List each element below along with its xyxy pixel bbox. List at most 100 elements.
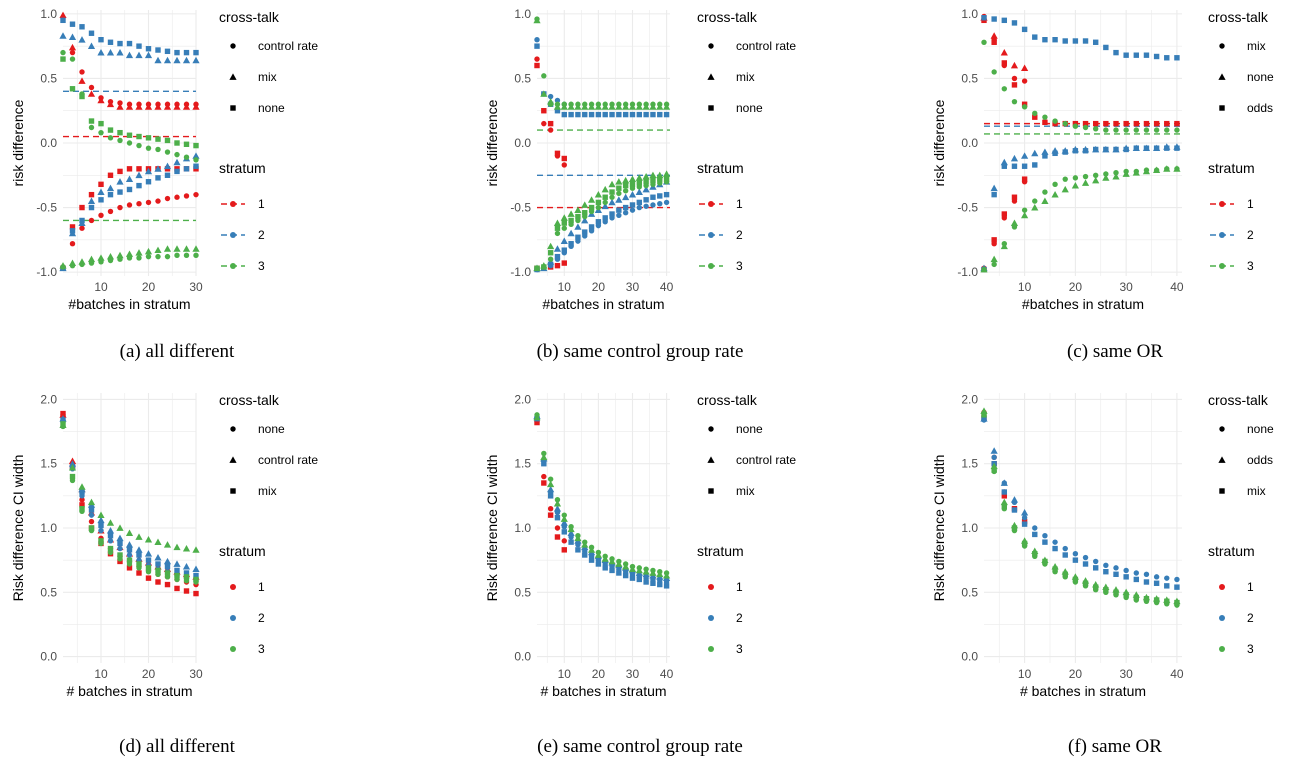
x-tick-label: 10 <box>94 667 108 681</box>
data-point-stratum-3-triangle <box>574 534 582 542</box>
data-point-stratum-2-triangle <box>1021 152 1029 159</box>
data-point-stratum-1-circle <box>554 525 561 531</box>
y-tick-label: -0.5 <box>36 201 57 215</box>
x-axis-title: #batches in stratum <box>68 296 190 312</box>
data-point-stratum-3-triangle <box>574 206 582 214</box>
data-point-stratum-1-square <box>79 204 85 211</box>
y-tick-label: 1.5 <box>514 457 531 471</box>
data-point-stratum-3-triangle <box>594 551 602 558</box>
data-point-stratum-3-circle <box>1052 118 1058 124</box>
data-point-stratum-2-square <box>650 194 656 200</box>
y-tick-label: 0.0 <box>961 650 978 664</box>
legend-key-stratum-3 <box>1219 263 1225 269</box>
data-point-stratum-3-square <box>561 220 567 226</box>
data-point-stratum-3-triangle <box>628 175 637 183</box>
data-point-stratum-2-square <box>1153 580 1160 586</box>
data-point-stratum-3-triangle <box>567 103 575 110</box>
gridlines <box>537 393 670 663</box>
data-point-stratum-1-square <box>534 62 540 69</box>
data-point-stratum-3-triangle <box>1173 165 1181 172</box>
data-point-stratum-1-circle <box>547 506 554 512</box>
x-tick-label: 10 <box>1018 280 1032 294</box>
data-point-stratum-2-square <box>1052 545 1058 552</box>
x-axis-title: #batches in stratum <box>542 296 664 312</box>
panel-caption: (a) all different <box>120 341 235 362</box>
data-point-stratum-1-circle <box>561 162 567 168</box>
data-point-stratum-2-triangle <box>125 541 134 548</box>
legend-key-stratum-2 <box>230 615 236 621</box>
data-point-stratum-2-square <box>136 552 142 558</box>
data-point-stratum-2-square <box>69 21 76 27</box>
legend-key-stratum-1 <box>230 201 236 207</box>
x-tick-label: 30 <box>189 667 203 681</box>
data-point-stratum-1-square <box>1011 194 1018 200</box>
data-point-stratum-3-circle <box>541 73 547 79</box>
data-point-stratum-3-square <box>193 576 199 583</box>
data-point-stratum-2-triangle <box>106 184 115 192</box>
data-point-stratum-1-triangle <box>116 103 124 110</box>
x-tick-label: 30 <box>1119 667 1133 681</box>
data-point-stratum-2-square <box>629 575 636 581</box>
legend-key-square <box>1219 105 1225 111</box>
data-point-stratum-3-circle <box>622 188 629 194</box>
data-point-stratum-2-square <box>164 563 171 570</box>
legend-title-stratum: stratum <box>697 160 744 176</box>
data-point-stratum-3-triangle <box>662 103 671 110</box>
legend-label-cross-talk: control rate <box>258 39 318 53</box>
data-point-stratum-2-square <box>1143 52 1150 58</box>
data-point-stratum-2-square <box>145 46 152 52</box>
data-point-stratum-2-triangle <box>163 162 172 170</box>
data-point-stratum-3-square <box>183 141 190 147</box>
legend-key-circle <box>230 43 236 49</box>
data-point-stratum-1-circle <box>541 473 547 480</box>
x-tick-label: 20 <box>592 667 606 681</box>
data-point-stratum-2-square <box>88 30 95 36</box>
data-point-stratum-3-triangle <box>533 413 541 421</box>
data-point-stratum-2-circle <box>602 219 608 225</box>
x-tick-label: 10 <box>558 667 572 681</box>
data-point-stratum-2-square <box>622 204 629 211</box>
legend-key-stratum-3 <box>708 646 714 652</box>
data-point-stratum-3-circle <box>1001 86 1008 92</box>
data-point-stratum-3-circle <box>663 179 670 185</box>
data-point-stratum-3-triangle <box>1010 219 1019 226</box>
data-point-stratum-3-circle <box>1032 198 1038 204</box>
data-point-stratum-1-square <box>1001 211 1008 217</box>
data-point-stratum-1-square <box>126 166 133 172</box>
data-point-stratum-3-triangle <box>553 219 562 226</box>
data-point-stratum-1-circle <box>561 538 567 544</box>
data-point-stratum-1-triangle <box>990 32 998 39</box>
data-point-stratum-2-square <box>616 570 622 576</box>
data-point-stratum-3-circle <box>1082 124 1089 131</box>
data-point-stratum-2-triangle <box>135 51 143 59</box>
data-point-stratum-3-triangle <box>116 524 124 531</box>
data-point-stratum-2-square <box>663 111 670 118</box>
data-point-stratum-1-circle <box>1021 78 1028 84</box>
data-point-stratum-3-square <box>588 204 595 211</box>
data-point-stratum-1-circle <box>183 193 190 199</box>
data-point-stratum-3-circle <box>107 257 114 264</box>
points <box>533 412 671 589</box>
data-point-stratum-2-square <box>174 168 180 175</box>
data-point-stratum-2-square <box>183 49 190 56</box>
data-point-stratum-3-square <box>79 506 85 512</box>
data-point-stratum-3-square <box>575 213 581 220</box>
data-point-stratum-2-circle <box>575 238 581 244</box>
data-point-stratum-2-square <box>107 533 114 539</box>
data-point-stratum-3-circle <box>616 190 622 197</box>
data-point-stratum-3-circle <box>1092 126 1099 132</box>
data-point-stratum-1-circle <box>69 49 76 56</box>
data-point-stratum-2-square <box>126 186 133 193</box>
data-point-stratum-2-triangle <box>59 32 67 39</box>
data-point-stratum-3-square <box>1011 525 1018 531</box>
data-point-stratum-3-triangle <box>628 565 637 573</box>
data-point-stratum-2-circle <box>1021 515 1028 521</box>
data-point-stratum-3-circle <box>547 476 554 482</box>
data-point-stratum-2-square <box>1072 38 1079 44</box>
legend-label-stratum: 3 <box>258 642 265 656</box>
legend-key-stratum-2 <box>1219 615 1225 621</box>
legend-key-circle <box>708 426 714 432</box>
legend-key-circle <box>230 426 236 432</box>
data-point-stratum-2-triangle <box>615 196 623 203</box>
